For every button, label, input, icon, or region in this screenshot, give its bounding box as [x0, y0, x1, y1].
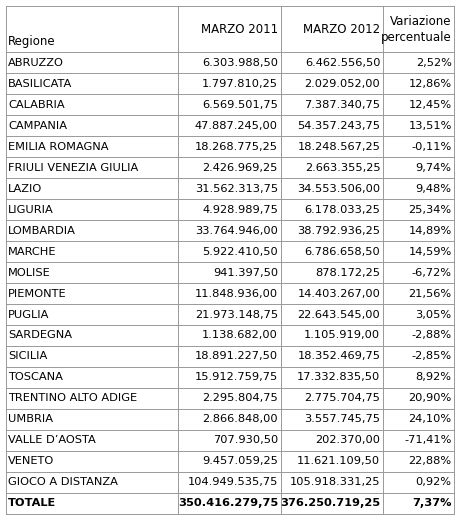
Text: PIEMONTE: PIEMONTE: [8, 289, 67, 298]
Text: 7.387.340,75: 7.387.340,75: [304, 100, 380, 110]
Text: 4.928.989,75: 4.928.989,75: [202, 205, 277, 215]
Text: EMILIA ROMAGNA: EMILIA ROMAGNA: [8, 142, 108, 152]
Text: 18.268.775,25: 18.268.775,25: [195, 142, 277, 152]
Text: MARZO 2012: MARZO 2012: [302, 23, 380, 36]
Text: 12,86%: 12,86%: [408, 79, 451, 89]
Text: 6.303.988,50: 6.303.988,50: [202, 58, 277, 68]
Text: 17.332.835,50: 17.332.835,50: [297, 372, 380, 382]
Text: 2.775.704,75: 2.775.704,75: [304, 394, 380, 404]
Text: -0,11%: -0,11%: [410, 142, 451, 152]
Text: 8,92%: 8,92%: [415, 372, 451, 382]
Text: -2,85%: -2,85%: [411, 352, 451, 361]
Text: 22.643.545,00: 22.643.545,00: [297, 309, 380, 319]
Text: 6.569.501,75: 6.569.501,75: [202, 100, 277, 110]
Text: Variazione
percentuale: Variazione percentuale: [380, 15, 451, 44]
Text: 21.973.148,75: 21.973.148,75: [195, 309, 277, 319]
Text: 22,88%: 22,88%: [408, 457, 451, 466]
Text: 1.138.682,00: 1.138.682,00: [202, 331, 277, 341]
Text: 1.797.810,25: 1.797.810,25: [202, 79, 277, 89]
Text: LAZIO: LAZIO: [8, 184, 42, 193]
Text: 2.426.969,25: 2.426.969,25: [202, 163, 277, 173]
Text: -2,88%: -2,88%: [411, 331, 451, 341]
Text: Regione: Regione: [8, 35, 56, 48]
Text: UMBRIA: UMBRIA: [8, 414, 53, 424]
Text: 14,89%: 14,89%: [408, 226, 451, 236]
Text: 21,56%: 21,56%: [408, 289, 451, 298]
Text: -6,72%: -6,72%: [411, 268, 451, 278]
Text: 33.764.946,00: 33.764.946,00: [195, 226, 277, 236]
Text: 6.178.033,25: 6.178.033,25: [304, 205, 380, 215]
Text: 9,48%: 9,48%: [415, 184, 451, 193]
Text: 34.553.506,00: 34.553.506,00: [297, 184, 380, 193]
Text: ABRUZZO: ABRUZZO: [8, 58, 64, 68]
Text: FRIULI VENEZIA GIULIA: FRIULI VENEZIA GIULIA: [8, 163, 138, 173]
Text: SICILIA: SICILIA: [8, 352, 47, 361]
Text: 202.370,00: 202.370,00: [315, 435, 380, 445]
Text: 9,74%: 9,74%: [415, 163, 451, 173]
Text: 104.949.535,75: 104.949.535,75: [187, 477, 277, 487]
Text: 15.912.759,75: 15.912.759,75: [194, 372, 277, 382]
Text: 5.922.410,50: 5.922.410,50: [202, 246, 277, 256]
Text: 3,05%: 3,05%: [414, 309, 451, 319]
Text: 11.848.936,00: 11.848.936,00: [195, 289, 277, 298]
Text: CALABRIA: CALABRIA: [8, 100, 65, 110]
Text: 54.357.243,75: 54.357.243,75: [297, 121, 380, 131]
Text: 6.462.556,50: 6.462.556,50: [304, 58, 380, 68]
Text: 2.295.804,75: 2.295.804,75: [202, 394, 277, 404]
Text: CAMPANIA: CAMPANIA: [8, 121, 67, 131]
Text: 3.557.745,75: 3.557.745,75: [304, 414, 380, 424]
Text: 18.248.567,25: 18.248.567,25: [297, 142, 380, 152]
Text: 11.621.109,50: 11.621.109,50: [297, 457, 380, 466]
Text: 105.918.331,25: 105.918.331,25: [289, 477, 380, 487]
Text: 1.105.919,00: 1.105.919,00: [303, 331, 380, 341]
Text: 13,51%: 13,51%: [408, 121, 451, 131]
Text: 0,92%: 0,92%: [415, 477, 451, 487]
Text: 941.397,50: 941.397,50: [213, 268, 277, 278]
Text: 31.562.313,75: 31.562.313,75: [195, 184, 277, 193]
Text: BASILICATA: BASILICATA: [8, 79, 73, 89]
Text: 25,34%: 25,34%: [408, 205, 451, 215]
Text: MARCHE: MARCHE: [8, 246, 56, 256]
Text: SARDEGNA: SARDEGNA: [8, 331, 72, 341]
Text: MARZO 2011: MARZO 2011: [201, 23, 277, 36]
Text: 2.866.848,00: 2.866.848,00: [202, 414, 277, 424]
Text: PUGLIA: PUGLIA: [8, 309, 50, 319]
Text: 24,10%: 24,10%: [408, 414, 451, 424]
Text: LIGURIA: LIGURIA: [8, 205, 54, 215]
Text: 2.663.355,25: 2.663.355,25: [304, 163, 380, 173]
Text: 9.457.059,25: 9.457.059,25: [202, 457, 277, 466]
Text: 18.352.469,75: 18.352.469,75: [297, 352, 380, 361]
Text: 38.792.936,25: 38.792.936,25: [297, 226, 380, 236]
Text: 6.786.658,50: 6.786.658,50: [304, 246, 380, 256]
Text: 47.887.245,00: 47.887.245,00: [195, 121, 277, 131]
Text: 376.250.719,25: 376.250.719,25: [280, 498, 380, 508]
Text: -71,41%: -71,41%: [403, 435, 451, 445]
Text: 707.930,50: 707.930,50: [212, 435, 277, 445]
Text: TOTALE: TOTALE: [8, 498, 56, 508]
Text: VALLE D’AOSTA: VALLE D’AOSTA: [8, 435, 96, 445]
Text: VENETO: VENETO: [8, 457, 55, 466]
Text: 12,45%: 12,45%: [408, 100, 451, 110]
Text: 18.891.227,50: 18.891.227,50: [195, 352, 277, 361]
Text: 14,59%: 14,59%: [408, 246, 451, 256]
Text: LOMBARDIA: LOMBARDIA: [8, 226, 76, 236]
Text: MOLISE: MOLISE: [8, 268, 51, 278]
Text: 14.403.267,00: 14.403.267,00: [297, 289, 380, 298]
Text: 7,37%: 7,37%: [411, 498, 451, 508]
Text: 2.029.052,00: 2.029.052,00: [304, 79, 380, 89]
Text: TRENTINO ALTO ADIGE: TRENTINO ALTO ADIGE: [8, 394, 137, 404]
Text: TOSCANA: TOSCANA: [8, 372, 63, 382]
Text: 878.172,25: 878.172,25: [315, 268, 380, 278]
Text: 350.416.279,75: 350.416.279,75: [177, 498, 277, 508]
Text: 20,90%: 20,90%: [408, 394, 451, 404]
Text: 2,52%: 2,52%: [415, 58, 451, 68]
Text: GIOCO A DISTANZA: GIOCO A DISTANZA: [8, 477, 118, 487]
